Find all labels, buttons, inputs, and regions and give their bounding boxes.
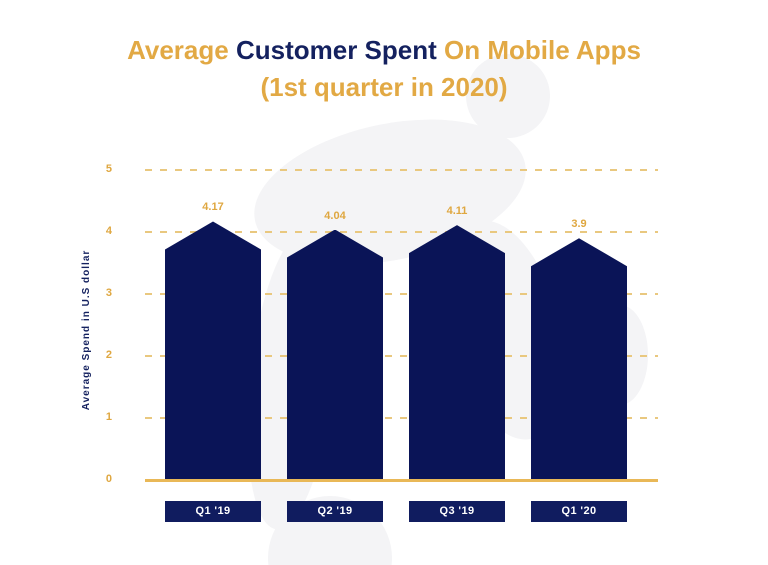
x-axis-baseline [145,479,658,482]
y-tick-label-1: 1 [105,411,112,423]
bar-q120 [531,238,627,480]
y-tick-label-4: 4 [105,225,112,237]
y-tick-label-2: 2 [105,349,112,361]
bar-value-label-2: 4.11 [446,205,468,218]
x-category-label-1: Q2 '19 [287,501,383,522]
x-category-label-2: Q3 '19 [409,501,505,522]
gridline-3 [145,293,658,295]
gridline-5 [145,169,658,171]
y-tick-label-0: 0 [105,473,112,485]
x-category-label-3: Q1 '20 [531,501,627,522]
bar-q119 [165,221,261,480]
gridline-4 [145,231,658,233]
bar-q319 [409,225,505,480]
title-segment-average: Average [127,35,236,65]
chart-subtitle: (1st quarter in 2020) [260,72,508,102]
bar-value-label-3: 3.9 [571,218,587,231]
gridline-1 [145,417,658,419]
y-tick-label-5: 5 [105,163,112,175]
gridline-2 [145,355,658,357]
title-segment-customer-spent: Customer Spent [235,35,437,65]
bar-q219 [287,229,383,480]
y-axis-title: Average Spend in U.S dollar [81,249,92,411]
x-category-label-0: Q1 '19 [165,501,261,522]
bar-value-label-1: 4.04 [324,209,346,222]
title-segment-on-mobile-apps: On Mobile Apps [436,35,641,65]
chart-title: Average Customer Spent On Mobile Apps (1… [0,32,768,106]
chart-title-line1: Average Customer Spent On Mobile Apps [0,32,768,69]
y-tick-label-3: 3 [105,287,112,299]
bar-value-label-0: 4.17 [202,201,224,214]
